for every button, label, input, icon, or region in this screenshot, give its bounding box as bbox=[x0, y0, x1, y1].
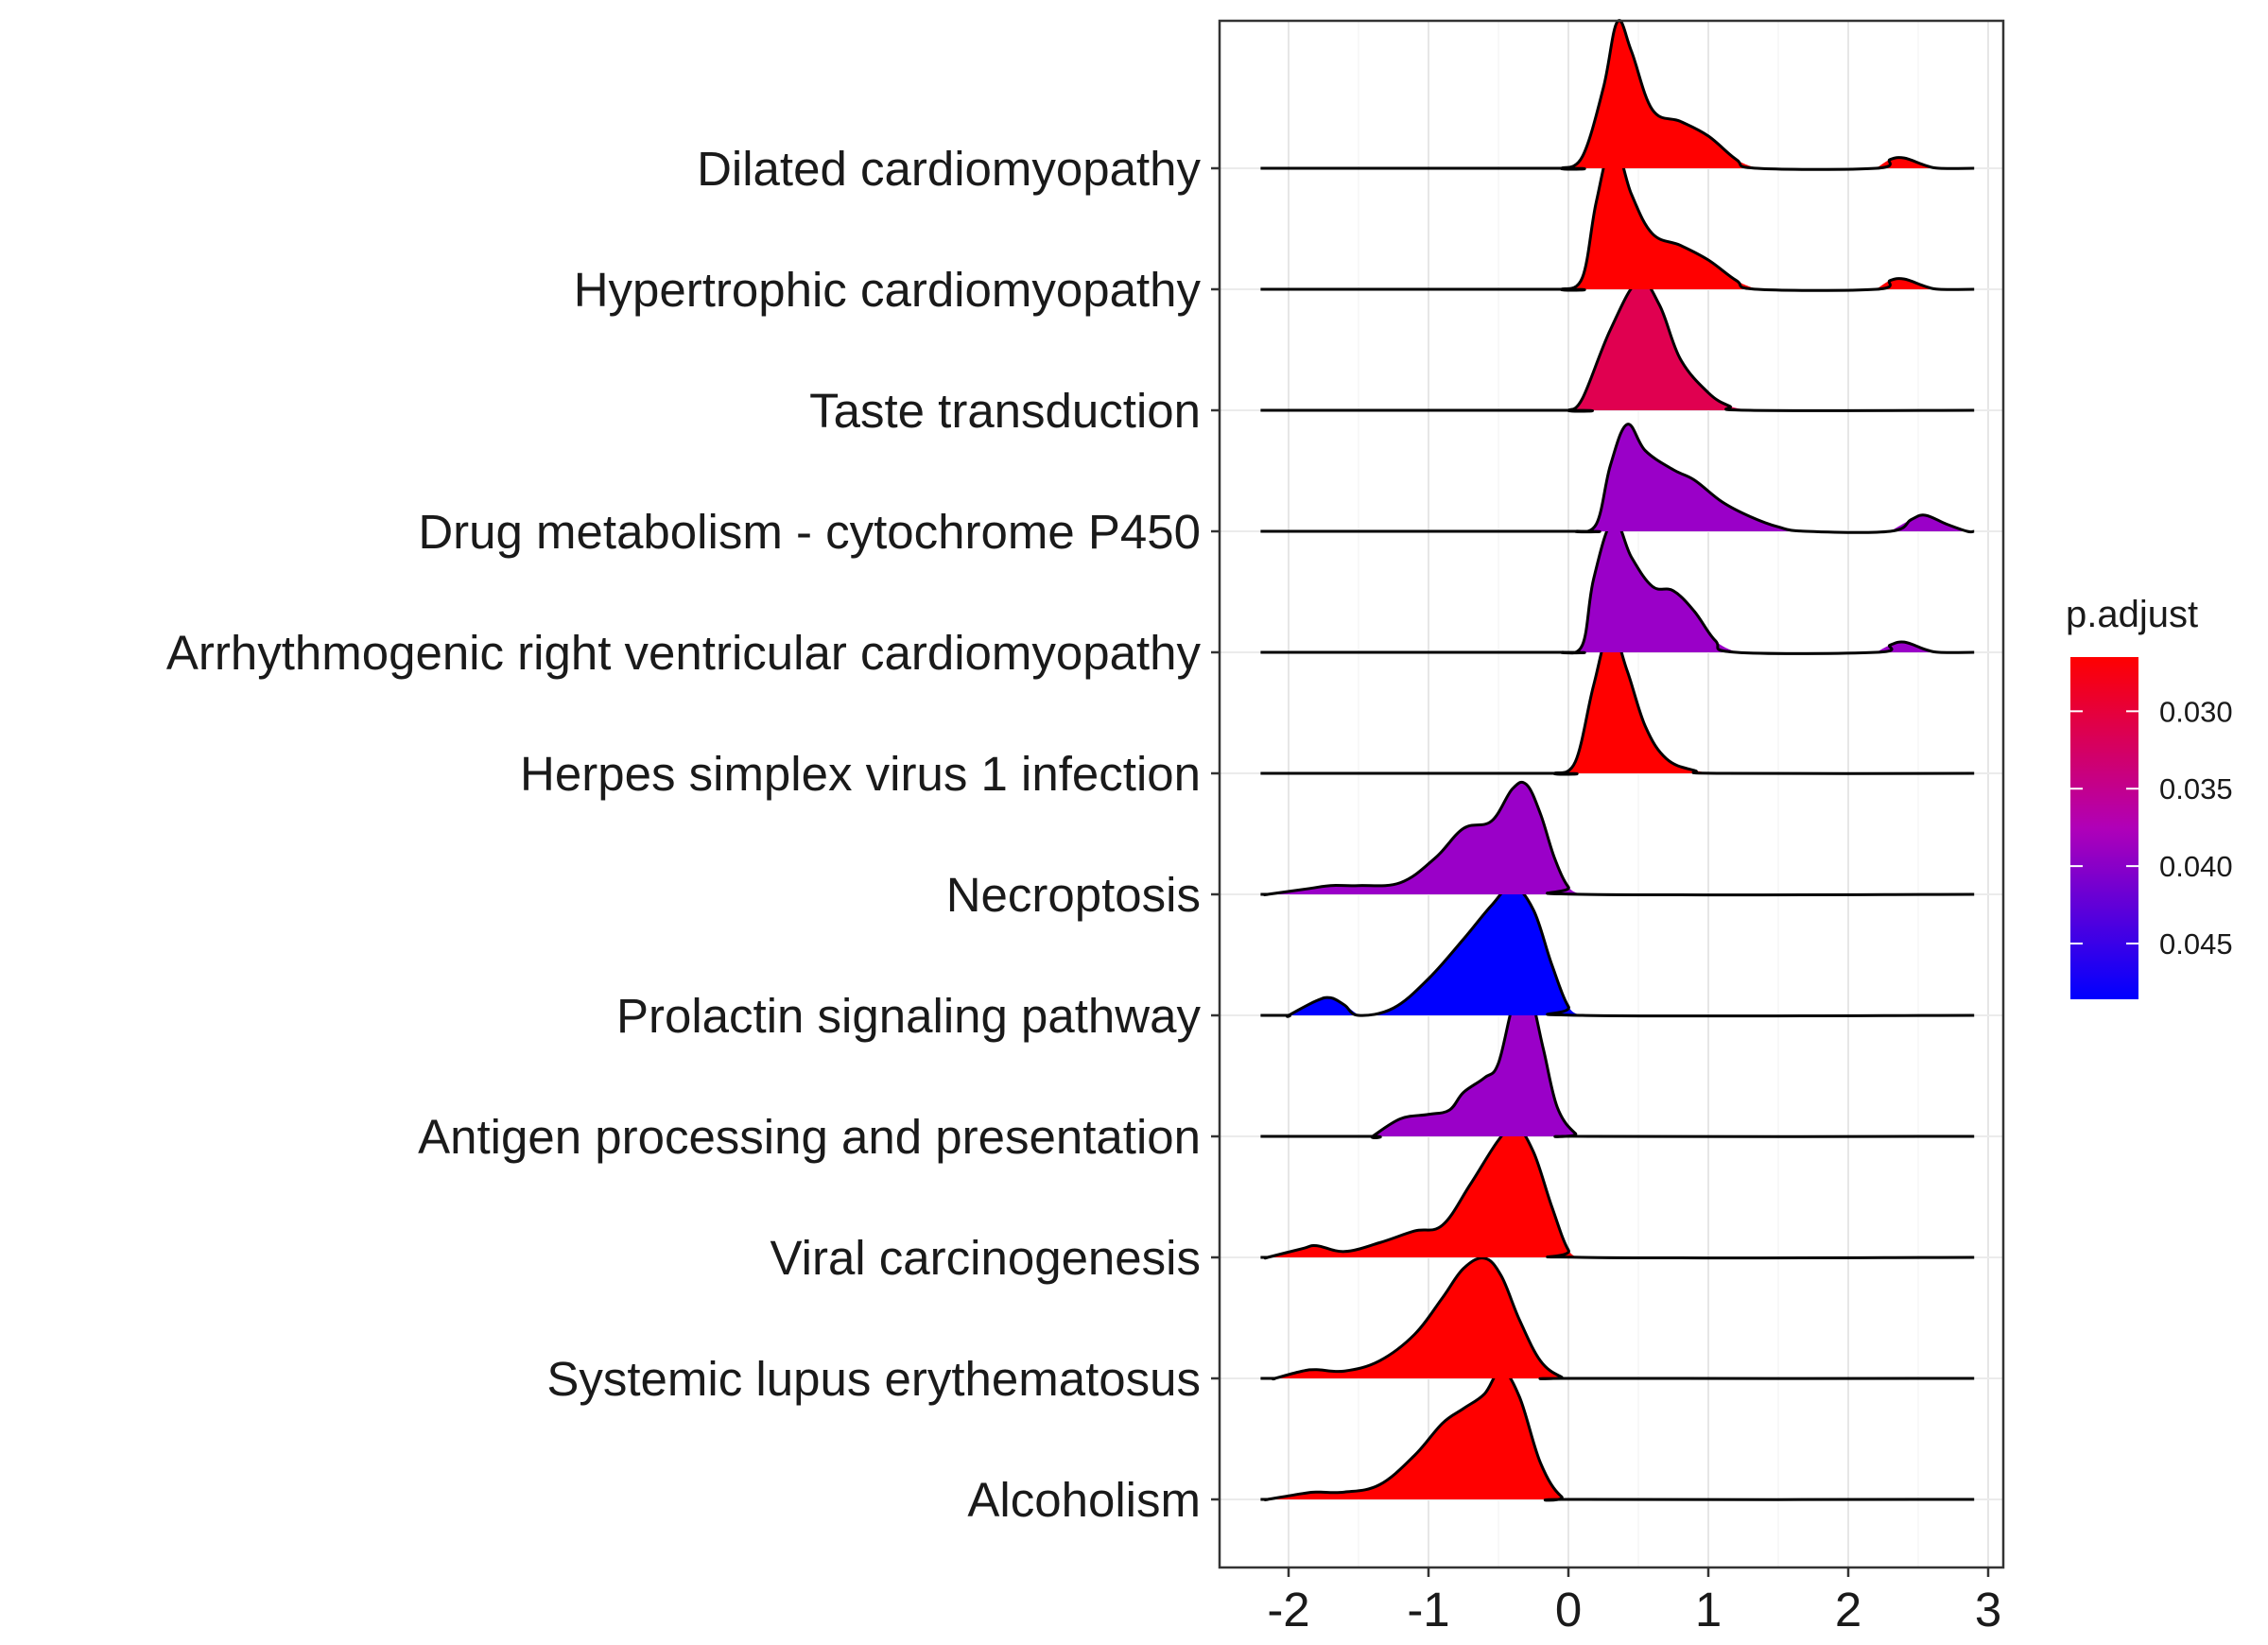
ridge-outline bbox=[1260, 780, 1975, 897]
ridge bbox=[1260, 141, 1975, 292]
legend-tick-label: 0.035 bbox=[2159, 772, 2233, 805]
ridge-fill bbox=[1274, 1257, 1576, 1379]
ridge-fill bbox=[1267, 1125, 1583, 1257]
ridge-fill bbox=[1267, 782, 1583, 894]
ridge bbox=[1260, 780, 1975, 897]
x-tick-label: -1 bbox=[1407, 1583, 1449, 1636]
ridge-fill bbox=[1267, 1370, 1583, 1500]
legend-tick-label: 0.030 bbox=[2159, 695, 2233, 728]
x-tick-label: 1 bbox=[1695, 1583, 1722, 1636]
ridge-outline bbox=[1260, 1369, 1975, 1502]
legend: p.adjust 0.030 0.035 0.040 0.045 bbox=[2066, 594, 2233, 999]
ridge-fill bbox=[1890, 514, 1967, 531]
ridge-outline bbox=[1260, 518, 1975, 655]
ridge bbox=[1260, 1123, 1975, 1260]
x-axis: -2 -1 0 1 2 3 bbox=[1267, 1567, 2001, 1636]
y-tick-label: Hypertrophic cardiomyopathy bbox=[574, 263, 1202, 317]
ridge bbox=[1260, 1369, 1975, 1502]
ridge-fill bbox=[1568, 280, 1751, 410]
ridge-fill bbox=[1561, 142, 1757, 289]
ridge-fill bbox=[1554, 629, 1723, 773]
y-tick-label: Prolactin signaling pathway bbox=[616, 989, 1202, 1043]
ridge bbox=[1260, 885, 1975, 1018]
plot-panel-border bbox=[1218, 19, 2005, 1569]
ridge-outline bbox=[1260, 1123, 1975, 1260]
y-tick-label: Viral carcinogenesis bbox=[770, 1231, 1201, 1285]
ridge-fill bbox=[1289, 997, 1359, 1015]
x-tick-label: 2 bbox=[1835, 1583, 1861, 1636]
ridge-fill bbox=[1561, 20, 1757, 168]
y-tick-label: Dilated cardiomyopathy bbox=[697, 142, 1201, 196]
legend-tick-label: 0.045 bbox=[2159, 927, 2233, 961]
legend-title: p.adjust bbox=[2066, 594, 2198, 635]
x-tick-label: -2 bbox=[1267, 1583, 1309, 1636]
y-tick-label: Alcoholism bbox=[967, 1473, 1201, 1527]
ridge-fill bbox=[1372, 986, 1590, 1137]
y-tick-label: Necroptosis bbox=[946, 868, 1201, 922]
ridge-fill bbox=[1359, 886, 1583, 1015]
y-tick-label: Taste transduction bbox=[809, 384, 1201, 438]
x-tick-label: 0 bbox=[1555, 1583, 1582, 1636]
ridge-outline bbox=[1260, 985, 1975, 1139]
y-axis-labels: Dilated cardiomyopathy Hypertrophic cardi… bbox=[166, 142, 1220, 1527]
ridge bbox=[1260, 1256, 1975, 1381]
ridge bbox=[1260, 279, 1975, 413]
ridge-fill bbox=[1561, 520, 1737, 653]
ridge-fill bbox=[1575, 424, 1807, 532]
legend-colorbar bbox=[2070, 657, 2138, 999]
legend-tick-label: 0.040 bbox=[2159, 850, 2233, 883]
ridge-outline bbox=[1260, 141, 1975, 292]
ridge bbox=[1260, 19, 1975, 171]
ridge bbox=[1260, 985, 1975, 1139]
y-tick-label: Systemic lupus erythematosus bbox=[546, 1352, 1201, 1406]
ridge bbox=[1260, 423, 1975, 534]
x-tick-label: 3 bbox=[1975, 1583, 2001, 1636]
y-tick-label: Herpes simplex virus 1 infection bbox=[520, 747, 1201, 801]
ridge-outline bbox=[1260, 19, 1975, 171]
ridge-outline bbox=[1260, 1256, 1975, 1381]
ridges bbox=[1260, 19, 1975, 1502]
ridge-outline bbox=[1260, 423, 1975, 534]
y-tick-label: Arrhythmogenic right ventricular cardiom… bbox=[166, 626, 1202, 680]
y-tick-label: Antigen processing and presentation bbox=[418, 1110, 1201, 1164]
ridge bbox=[1260, 518, 1975, 655]
ridge-outline bbox=[1260, 885, 1975, 1018]
legend-ticks: 0.030 0.035 0.040 0.045 bbox=[2070, 695, 2233, 961]
y-tick-label: Drug metabolism - cytochrome P450 bbox=[418, 505, 1201, 559]
